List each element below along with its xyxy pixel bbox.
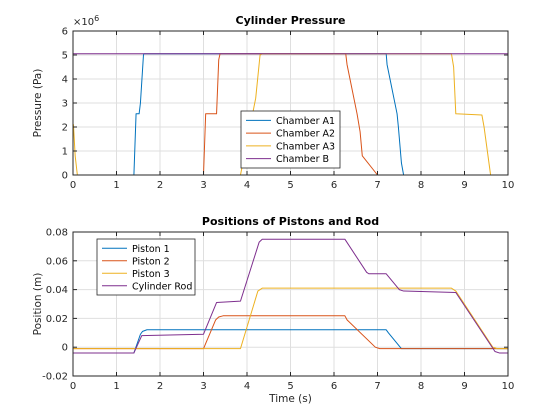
legend-label-chamber-a2: Chamber A2	[276, 129, 335, 140]
chart2-y-label: Position (m)	[32, 273, 44, 336]
x-tick-label: 0	[70, 180, 76, 191]
legend-label-cylinder-rod: Cylinder Rod	[132, 281, 192, 292]
y-exponent-label: ×106	[73, 14, 99, 28]
y-tick-label: 0	[62, 343, 68, 354]
legend-label-chamber-a3: Chamber A3	[276, 141, 335, 152]
y-tick-label: 0	[62, 171, 68, 182]
x-tick-label: 10	[502, 180, 515, 191]
legend-label-chamber-b: Chamber B	[276, 154, 329, 165]
x-tick-label: 0	[70, 381, 76, 392]
x-tick-label: 6	[331, 180, 337, 191]
y-tick-label: 3	[62, 99, 68, 110]
x-tick-label: 1	[113, 381, 119, 392]
y-tick-label: 0.02	[46, 314, 68, 325]
x-tick-label: 1	[113, 180, 119, 191]
y-tick-label: 0.06	[46, 256, 68, 267]
x-tick-label: 3	[200, 180, 206, 191]
y-tick-label: 0.04	[46, 285, 68, 296]
series-line-piston-1	[73, 329, 508, 354]
x-tick-label: 6	[331, 381, 337, 392]
x-tick-label: 7	[374, 381, 380, 392]
x-tick-label: 9	[461, 381, 467, 392]
legend-label-piston-1: Piston 1	[132, 244, 170, 255]
chart1-y-axis: 0 1 2 3 4 5 6	[62, 27, 508, 182]
y-tick-label: 0.08	[46, 228, 68, 239]
x-tick-label: 7	[374, 180, 380, 191]
x-tick-label: 2	[157, 381, 163, 392]
series-line-piston-2	[73, 315, 508, 350]
y-tick-label: 5	[62, 51, 68, 62]
legend-label-piston-3: Piston 3	[132, 269, 170, 280]
x-tick-label: 5	[287, 381, 293, 392]
chart2-series	[73, 238, 508, 354]
x-tick-label: 8	[418, 381, 424, 392]
y-tick-label: 1	[62, 147, 68, 158]
series-line-piston-3	[73, 287, 508, 350]
chart1: 0 1 2 3 4 5 6 7 8 9 10 0 1 2 3 4 5 6 ×106 Cylinder Pressure…	[32, 14, 514, 191]
chart1-title: Cylinder Pressure	[236, 14, 346, 27]
chart2-x-label: Time (s)	[268, 393, 312, 405]
x-tick-label: 4	[244, 381, 250, 392]
chart1-y-label: Pressure (Pa)	[32, 69, 44, 138]
chart2-x-axis: 0 1 2 3 4 5 6 7 8 9 10	[70, 232, 515, 392]
legend-label-piston-2: Piston 2	[132, 256, 170, 267]
y-tick-label: 4	[62, 75, 68, 86]
x-tick-label: 10	[502, 381, 515, 392]
x-tick-label: 5	[287, 180, 293, 191]
x-tick-label: 9	[461, 180, 467, 191]
legend-label-chamber-a1: Chamber A1	[276, 116, 335, 127]
chart2: 0 1 2 3 4 5 6 7 8 9 10-0.0200.020.040.060.08Positi…	[32, 215, 514, 405]
x-tick-label: 3	[200, 381, 206, 392]
x-tick-label: 2	[157, 180, 163, 191]
x-tick-label: 4	[244, 180, 250, 191]
chart1-x-axis: 0 1 2 3 4 5 6 7 8 9 10	[70, 31, 515, 191]
chart2-y-axis: -0.02 0 0.02 0.04 0.06 0.08	[42, 228, 508, 383]
series-line-cylinder-rod	[73, 238, 508, 354]
y-tick-label: -0.02	[42, 372, 68, 383]
y-tick-label: 2	[62, 123, 68, 134]
y-tick-label: 6	[62, 27, 68, 38]
chart2-title: Positions of Pistons and Rod	[202, 215, 379, 228]
chart1-series	[72, 53, 508, 176]
x-tick-label: 8	[418, 180, 424, 191]
